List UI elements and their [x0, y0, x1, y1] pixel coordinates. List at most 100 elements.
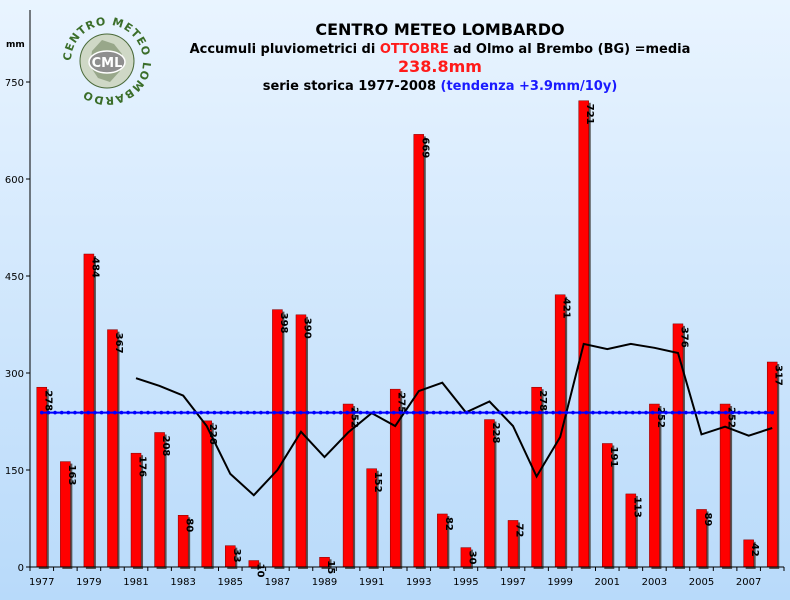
mean-marker — [644, 410, 648, 415]
bar-label-1981: 176 — [137, 456, 148, 477]
bar-label-1987: 398 — [278, 313, 289, 334]
mean-marker — [212, 410, 217, 415]
y-tick-label-600: 600 — [5, 175, 24, 186]
y-axis-unit: mm — [6, 40, 25, 50]
mean-marker — [763, 410, 768, 415]
mean-marker — [750, 410, 755, 415]
bar-label-2006: 252 — [726, 407, 737, 428]
mean-marker — [265, 410, 270, 415]
mean-marker — [710, 410, 715, 415]
mean-marker — [73, 410, 77, 415]
mean-marker — [39, 410, 44, 415]
mean-marker — [611, 410, 615, 415]
mean-marker — [205, 410, 210, 415]
x-tick-label-1995: 1995 — [453, 577, 478, 588]
mean-marker — [179, 410, 184, 415]
bar-label-1980: 367 — [113, 333, 124, 354]
mean-marker — [405, 410, 409, 415]
subtitle-mean: 238.8mm — [398, 57, 482, 76]
mean-marker — [318, 410, 323, 415]
mean-marker — [312, 410, 316, 415]
mean-marker — [438, 410, 443, 415]
chart-series-line: serie storica 1977-2008 (tendenza +3.9mm… — [160, 79, 720, 94]
y-tick-label-0: 0 — [18, 563, 24, 574]
mean-marker — [332, 410, 336, 415]
moving-average-line — [135, 342, 773, 497]
mean-marker — [630, 410, 635, 415]
mean-marker — [484, 410, 489, 415]
mean-marker — [451, 410, 456, 415]
bar-label-1998: 278 — [537, 390, 548, 411]
bar-label-1994: 82 — [443, 517, 454, 531]
subtitle-prefix: Accumuli pluviometrici di — [189, 42, 380, 57]
mean-marker — [113, 410, 117, 415]
bar-label-2008: 317 — [773, 365, 784, 386]
mean-marker — [132, 410, 137, 415]
bar-1988 — [295, 314, 307, 568]
bar-label-1999: 421 — [561, 298, 572, 319]
mean-marker — [245, 410, 250, 415]
mean-marker — [139, 410, 144, 415]
bar-1979 — [83, 253, 95, 568]
mean-marker — [425, 410, 429, 415]
mean-marker — [358, 410, 363, 415]
mean-marker — [219, 410, 223, 415]
bar-label-1993: 669 — [419, 137, 430, 158]
mean-marker — [199, 410, 203, 415]
x-tick-label-2005: 2005 — [689, 577, 714, 588]
chart-subtitle: Accumuli pluviometrici di OTTOBRE ad Olm… — [160, 42, 720, 76]
mean-marker — [557, 410, 562, 415]
mean-marker — [431, 410, 436, 415]
mean-marker — [292, 410, 296, 415]
x-tick-label-1987: 1987 — [265, 577, 290, 588]
mean-marker — [511, 410, 516, 415]
subtitle-month: OTTOBRE — [379, 42, 449, 57]
bar-label-1992: 275 — [396, 392, 407, 413]
mean-marker — [325, 410, 330, 415]
bar-label-1997: 72 — [514, 523, 525, 537]
mean-marker — [704, 410, 708, 415]
mean-marker — [531, 410, 535, 415]
series-text: serie storica 1977-2008 — [262, 79, 441, 94]
bar-label-1988: 390 — [301, 318, 312, 339]
bar-2004 — [672, 323, 684, 568]
bar-1999 — [554, 294, 566, 568]
mean-marker — [378, 410, 383, 415]
y-tick-label-450: 450 — [5, 272, 24, 283]
mean-marker — [518, 410, 522, 415]
mean-marker — [59, 410, 64, 415]
mean-marker — [371, 410, 376, 415]
mean-marker — [604, 410, 609, 415]
mean-marker — [670, 410, 675, 415]
bar-label-1979: 484 — [89, 257, 100, 278]
mean-marker — [624, 410, 628, 415]
mean-marker — [345, 410, 350, 415]
mean-marker — [186, 410, 190, 415]
mean-marker — [498, 410, 502, 415]
mean-marker — [252, 410, 257, 415]
mean-marker — [53, 410, 57, 415]
mean-marker — [225, 410, 230, 415]
mean-marker — [770, 410, 775, 415]
mean-marker — [99, 410, 104, 415]
mean-marker — [571, 410, 575, 415]
mean-marker — [146, 410, 150, 415]
bars-group — [36, 100, 780, 570]
x-tick-label-1983: 1983 — [170, 577, 195, 588]
mean-marker — [491, 410, 496, 415]
mean-marker — [717, 410, 721, 415]
mean-marker — [637, 410, 642, 415]
mean-marker — [259, 410, 263, 415]
mean-marker — [391, 410, 396, 415]
chart-title: CENTRO METEO LOMBARDO — [315, 20, 565, 39]
mean-marker — [677, 410, 682, 415]
mean-marker — [597, 410, 602, 415]
x-tick-label-2001: 2001 — [595, 577, 620, 588]
mean-marker — [538, 410, 542, 415]
x-tick-label-1977: 1977 — [29, 577, 54, 588]
mean-marker — [458, 410, 462, 415]
bar-label-1991: 152 — [372, 472, 383, 493]
chart-title-block: CENTRO METEO LOMBARDO Accumuli pluviomet… — [160, 20, 720, 94]
bar-label-1990: 252 — [349, 407, 360, 428]
